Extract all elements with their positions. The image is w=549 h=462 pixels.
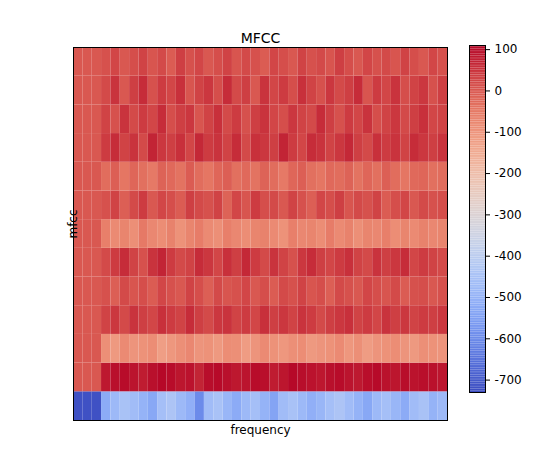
svg-text:-700: -700	[495, 373, 522, 387]
svg-text:-600: -600	[495, 332, 522, 346]
svg-text:frequency: frequency	[230, 423, 290, 437]
svg-text:-400: -400	[495, 249, 522, 263]
svg-text:-200: -200	[495, 166, 522, 180]
svg-text:-100: -100	[495, 125, 522, 139]
svg-text:-500: -500	[495, 290, 522, 304]
svg-text:-300: -300	[495, 208, 522, 222]
svg-text:MFCC: MFCC	[241, 30, 281, 46]
svg-text:100: 100	[495, 42, 518, 56]
svg-text:mfcc: mfcc	[66, 209, 80, 238]
svg-text:0: 0	[495, 84, 503, 98]
